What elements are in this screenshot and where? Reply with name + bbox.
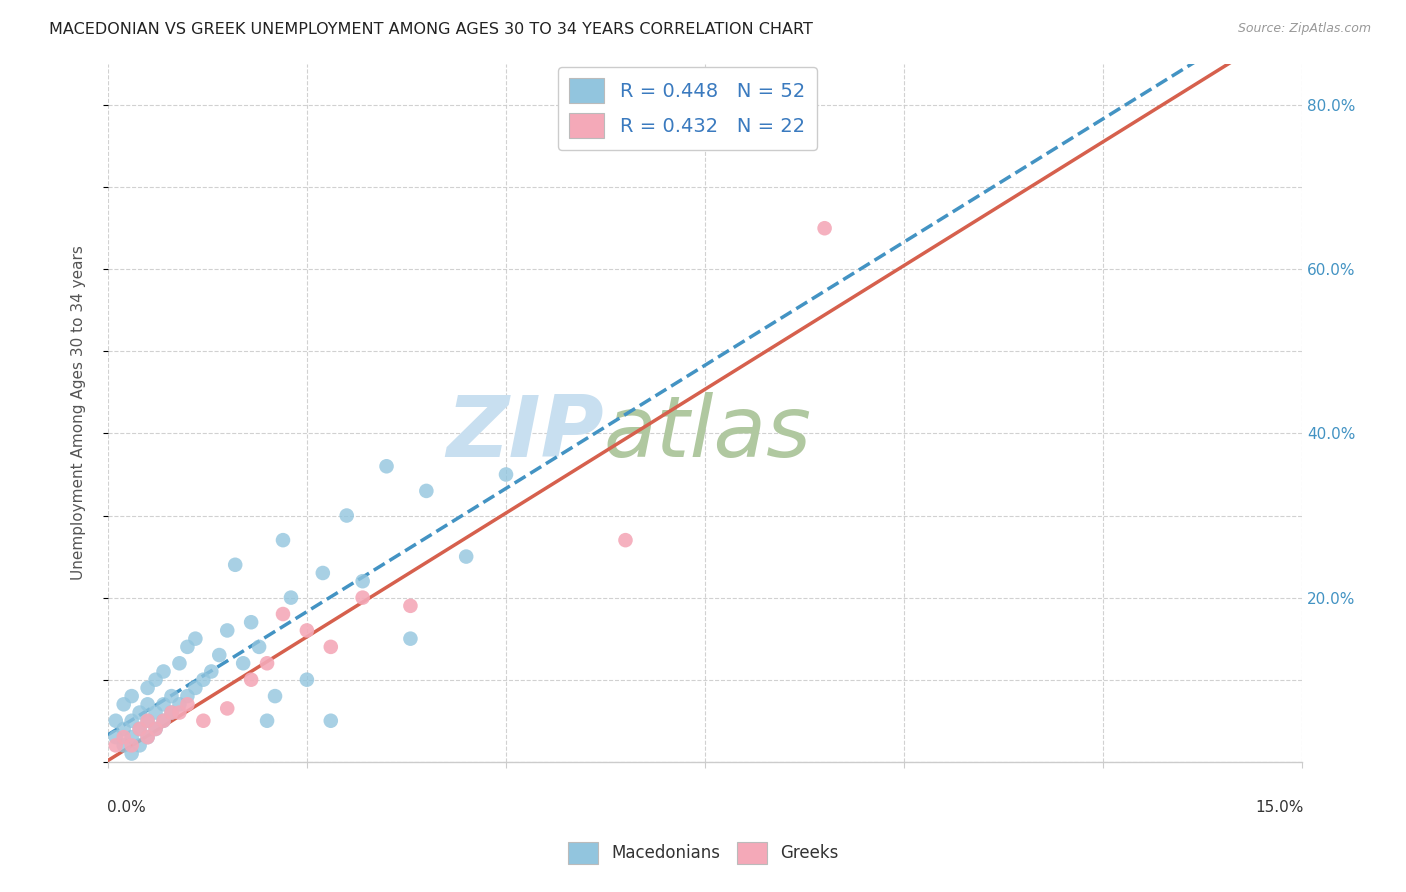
Point [247, 640, 270, 654]
Text: 15.0%: 15.0% [1256, 800, 1303, 815]
Point [152, 698, 174, 712]
Point [224, 558, 246, 572]
Text: atlas: atlas [603, 392, 811, 475]
Point [256, 657, 278, 671]
Point [495, 467, 517, 482]
Legend: R = 0.448   N = 52, R = 0.432   N = 22: R = 0.448 N = 52, R = 0.432 N = 22 [558, 67, 817, 150]
Point [312, 566, 335, 580]
Point [136, 730, 159, 744]
Point [112, 722, 135, 736]
Point [121, 730, 143, 744]
Point [136, 681, 159, 695]
Legend: Macedonians, Greeks: Macedonians, Greeks [561, 836, 845, 871]
Point [399, 599, 422, 613]
Point [128, 739, 150, 753]
Point [352, 574, 374, 589]
Point [160, 689, 183, 703]
Point [295, 673, 318, 687]
Point [145, 706, 167, 720]
Point [112, 730, 135, 744]
Point [295, 624, 318, 638]
Point [145, 673, 167, 687]
Y-axis label: Unemployment Among Ages 30 to 34 years: Unemployment Among Ages 30 to 34 years [72, 245, 86, 581]
Point [176, 689, 198, 703]
Point [240, 673, 263, 687]
Point [136, 714, 159, 728]
Text: MACEDONIAN VS GREEK UNEMPLOYMENT AMONG AGES 30 TO 34 YEARS CORRELATION CHART: MACEDONIAN VS GREEK UNEMPLOYMENT AMONG A… [49, 22, 813, 37]
Point [456, 549, 478, 564]
Point [415, 483, 437, 498]
Point [240, 615, 263, 630]
Point [160, 706, 183, 720]
Point [336, 508, 359, 523]
Point [176, 640, 198, 654]
Point [152, 665, 174, 679]
Point [121, 739, 143, 753]
Point [217, 624, 239, 638]
Point [152, 714, 174, 728]
Point [813, 221, 835, 235]
Point [104, 730, 127, 744]
Point [169, 698, 191, 712]
Point [136, 698, 159, 712]
Point [184, 632, 207, 646]
Point [264, 689, 287, 703]
Point [271, 607, 294, 621]
Point [136, 714, 159, 728]
Point [232, 657, 254, 671]
Point [200, 665, 222, 679]
Point [104, 739, 127, 753]
Point [145, 722, 167, 736]
Point [256, 714, 278, 728]
Point [208, 648, 231, 662]
Point [169, 706, 191, 720]
Point [121, 689, 143, 703]
Point [121, 747, 143, 761]
Point [145, 722, 167, 736]
Point [399, 632, 422, 646]
Point [128, 722, 150, 736]
Point [319, 714, 342, 728]
Text: 0.0%: 0.0% [107, 800, 145, 815]
Point [352, 591, 374, 605]
Point [193, 673, 215, 687]
Point [184, 681, 207, 695]
Point [128, 706, 150, 720]
Text: Source: ZipAtlas.com: Source: ZipAtlas.com [1237, 22, 1371, 36]
Point [280, 591, 302, 605]
Point [136, 730, 159, 744]
Point [176, 698, 198, 712]
Point [160, 706, 183, 720]
Point [104, 714, 127, 728]
Point [271, 533, 294, 548]
Point [128, 722, 150, 736]
Point [169, 657, 191, 671]
Point [193, 714, 215, 728]
Point [217, 701, 239, 715]
Text: ZIP: ZIP [446, 392, 603, 475]
Point [112, 739, 135, 753]
Point [121, 714, 143, 728]
Point [112, 698, 135, 712]
Point [319, 640, 342, 654]
Point [614, 533, 637, 548]
Point [375, 459, 398, 474]
Point [152, 714, 174, 728]
